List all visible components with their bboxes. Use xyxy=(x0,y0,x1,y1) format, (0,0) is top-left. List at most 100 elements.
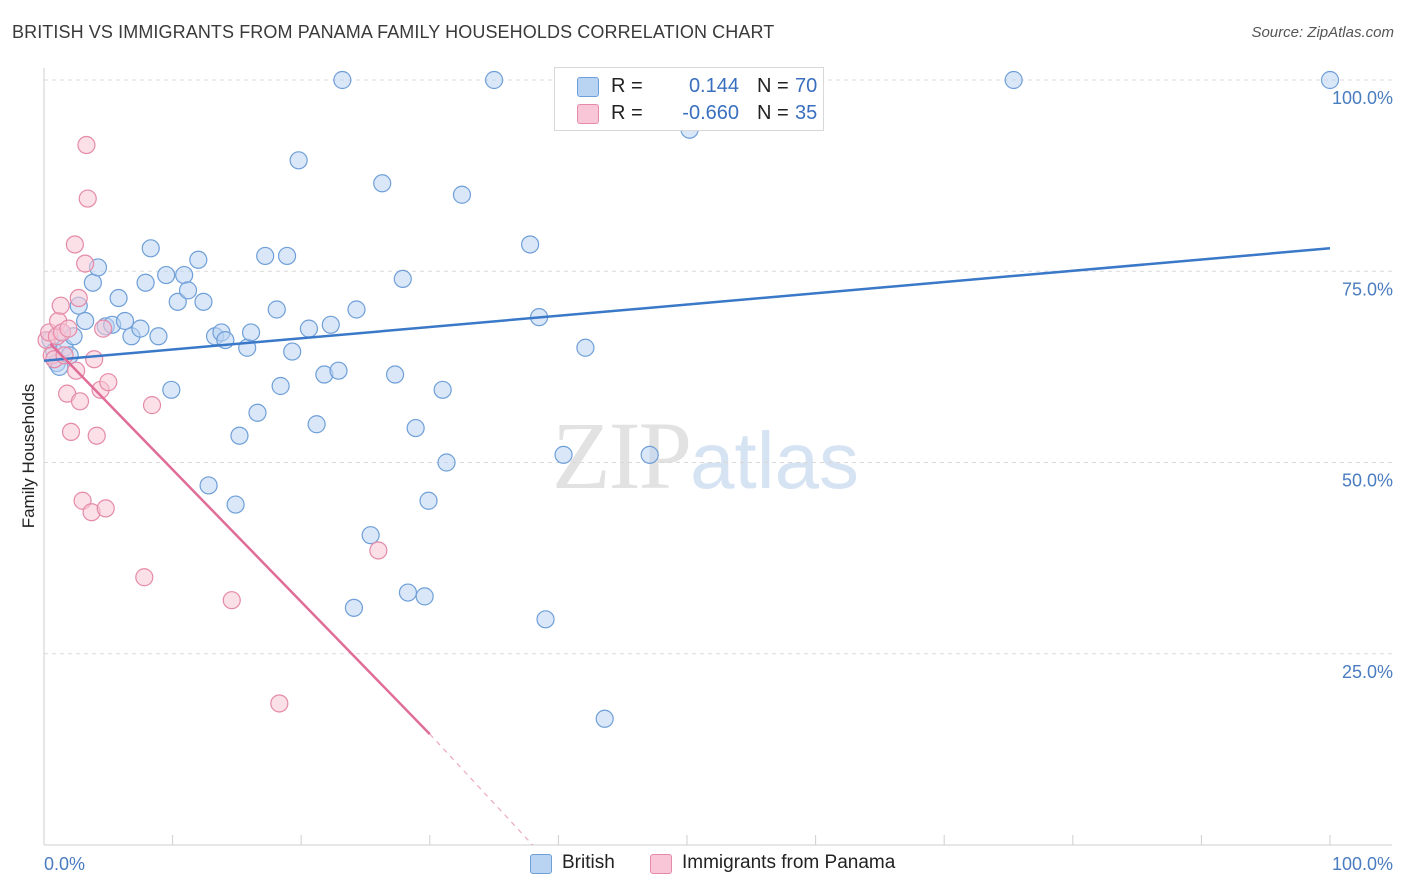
data-point-british xyxy=(178,281,198,300)
data-point-british xyxy=(277,246,297,266)
legend-r-label: R = xyxy=(611,102,643,124)
data-point-panama xyxy=(135,568,154,587)
data-point-british xyxy=(321,315,340,334)
data-point-british xyxy=(536,610,555,629)
data-point-british xyxy=(83,273,102,292)
data-point-british xyxy=(1320,70,1340,90)
y-tick-label: 25.0% xyxy=(1342,662,1393,682)
watermark: ZIPatlas xyxy=(552,400,859,511)
data-point-british xyxy=(333,70,352,90)
data-point-british xyxy=(595,709,614,728)
data-point-panama xyxy=(99,373,118,392)
legend-n-label: N = xyxy=(757,75,789,97)
data-point-british xyxy=(344,598,364,617)
legend-swatch-british xyxy=(577,77,599,97)
gridlines xyxy=(44,79,1392,655)
y-tick-label: 100.0% xyxy=(1332,88,1393,108)
legend-r-label: R = xyxy=(611,75,643,97)
data-point-panama xyxy=(222,591,241,610)
trendline-british xyxy=(43,247,1331,363)
data-point-panama xyxy=(96,499,115,518)
legend-r-value: 0.144 xyxy=(688,75,739,97)
legend-swatch-panama xyxy=(577,104,599,124)
data-point-british xyxy=(521,235,540,254)
data-point-british xyxy=(248,403,267,422)
data-point-british xyxy=(289,151,308,170)
y-tick-label: 75.0% xyxy=(1342,279,1393,299)
y-tick-label: 50.0% xyxy=(1342,471,1393,491)
data-point-british xyxy=(230,426,249,445)
source-label: Source: ZipAtlas.com xyxy=(1251,24,1394,41)
data-point-panama xyxy=(94,319,113,338)
data-point-british xyxy=(307,415,326,434)
data-point-panama xyxy=(65,235,84,254)
data-point-british xyxy=(267,300,286,319)
data-point-british xyxy=(329,361,348,380)
data-point-panama xyxy=(85,350,104,369)
data-point-panama xyxy=(369,541,388,560)
watermark-zip: ZIP xyxy=(552,402,692,509)
data-point-british xyxy=(373,174,392,193)
data-point-british xyxy=(437,453,456,472)
legend-r-value: -0.660 xyxy=(682,102,739,124)
data-point-british xyxy=(452,185,472,204)
data-point-british xyxy=(76,311,95,331)
series-british xyxy=(41,70,1340,728)
data-point-british xyxy=(419,491,438,510)
data-point-panama xyxy=(270,694,289,713)
data-point-panama xyxy=(87,426,106,445)
trendline-panama xyxy=(49,343,431,735)
y-axis-label: Family Households xyxy=(19,384,38,529)
data-point-british xyxy=(393,269,412,288)
data-point-british xyxy=(406,418,425,438)
chart-title: BRITISH VS IMMIGRANTS FROM PANAMA FAMILY… xyxy=(12,22,775,42)
data-point-british xyxy=(149,327,168,346)
data-point-british xyxy=(347,300,366,319)
data-point-british xyxy=(385,365,405,384)
data-point-british xyxy=(256,246,275,266)
data-point-british xyxy=(1004,70,1023,90)
axes xyxy=(43,68,1392,846)
series-panama xyxy=(37,135,388,713)
data-point-british xyxy=(141,239,160,258)
legend-n-value: 35 xyxy=(795,102,818,124)
data-point-british xyxy=(131,319,150,338)
data-point-panama xyxy=(77,135,96,155)
series-legend: British Immigrants from Panama xyxy=(0,852,1406,878)
data-point-panama xyxy=(69,288,88,308)
x-tick-label: 0.0% xyxy=(44,854,85,874)
data-point-british xyxy=(283,342,302,361)
legend-swatch-british xyxy=(530,854,552,874)
data-point-panama xyxy=(61,422,81,441)
tick-labels: 25.0% 50.0% 75.0% 100.0% 0.0% 100.0% xyxy=(44,88,1393,874)
data-point-panama xyxy=(78,189,97,208)
trendline-panama-extension xyxy=(429,733,534,846)
data-point-british xyxy=(485,70,504,90)
data-point-british xyxy=(241,323,261,342)
data-point-british xyxy=(271,376,290,396)
data-point-british xyxy=(226,495,245,514)
watermark-atlas: atlas xyxy=(690,416,859,505)
legend-label-panama: Immigrants from Panama xyxy=(682,852,896,873)
data-point-panama xyxy=(142,396,162,415)
data-point-panama xyxy=(59,319,78,338)
legend-n-label: N = xyxy=(757,102,789,124)
data-point-british xyxy=(433,380,452,399)
data-point-british xyxy=(115,311,135,331)
data-point-british xyxy=(361,526,380,545)
correlation-legend: R = 0.144 N = 70 R = -0.660 N = 35 xyxy=(554,67,824,131)
data-point-panama xyxy=(76,254,95,273)
data-point-british xyxy=(109,288,128,308)
data-point-panama xyxy=(55,346,74,365)
data-point-british xyxy=(189,250,208,269)
trendlines xyxy=(43,247,1331,846)
data-point-british xyxy=(199,476,218,495)
data-point-british xyxy=(136,273,155,292)
legend-label-british: British xyxy=(562,852,615,873)
data-point-british xyxy=(398,583,418,602)
data-point-british xyxy=(194,292,213,311)
data-point-british xyxy=(640,445,659,464)
data-point-british xyxy=(162,380,181,399)
data-point-panama xyxy=(51,296,70,315)
